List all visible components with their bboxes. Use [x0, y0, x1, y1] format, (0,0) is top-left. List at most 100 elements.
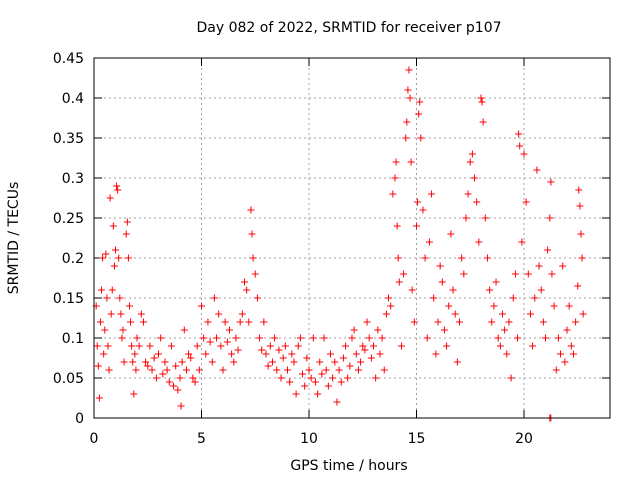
data-point — [402, 134, 410, 142]
data-point — [101, 326, 109, 334]
data-point — [466, 158, 474, 166]
data-point — [314, 390, 322, 398]
data-point — [264, 362, 272, 370]
data-point — [438, 278, 446, 286]
data-point — [516, 142, 524, 150]
data-point — [331, 358, 339, 366]
data-point — [346, 362, 354, 370]
data-point — [382, 310, 390, 318]
data-point — [515, 130, 523, 138]
x-tick-label: 5 — [197, 431, 206, 447]
data-point — [161, 358, 169, 366]
data-point — [537, 286, 545, 294]
y-tick-label: 0.3 — [62, 171, 84, 187]
data-point — [503, 350, 511, 358]
data-point — [195, 366, 203, 374]
data-point — [449, 286, 457, 294]
data-point — [200, 334, 208, 342]
data-point — [208, 358, 216, 366]
data-point — [202, 350, 210, 358]
data-point — [163, 366, 171, 374]
x-tick-label: 0 — [90, 431, 99, 447]
data-point — [414, 198, 422, 206]
data-point — [535, 262, 543, 270]
data-point — [109, 222, 117, 230]
data-point — [150, 354, 158, 362]
data-point — [131, 350, 139, 358]
data-point — [524, 270, 532, 278]
data-point — [416, 98, 424, 106]
data-point — [137, 310, 145, 318]
data-point — [155, 350, 162, 358]
data-point — [352, 350, 360, 358]
data-point — [380, 366, 388, 374]
data-point — [309, 334, 317, 342]
data-point — [477, 94, 485, 102]
data-point — [228, 350, 236, 358]
data-point — [266, 342, 274, 350]
data-point — [533, 166, 541, 174]
data-point — [118, 334, 126, 342]
data-point — [488, 318, 496, 326]
data-point — [114, 186, 122, 194]
data-point — [152, 374, 160, 382]
data-point — [148, 366, 156, 374]
data-point — [236, 318, 244, 326]
data-point — [460, 270, 468, 278]
data-point — [112, 246, 119, 254]
data-point — [563, 326, 571, 334]
data-point — [337, 378, 345, 386]
data-point — [271, 334, 279, 342]
data-point — [354, 366, 362, 374]
data-point — [376, 350, 384, 358]
chart-title: Day 082 of 2022, SRMTID for receiver p10… — [196, 20, 501, 36]
data-point — [322, 366, 330, 374]
x-tick-label: 20 — [515, 431, 533, 447]
data-point — [544, 246, 552, 254]
data-point — [130, 390, 138, 398]
data-point — [100, 350, 108, 358]
data-point — [132, 366, 140, 374]
data-point — [575, 186, 583, 194]
data-point — [108, 286, 116, 294]
data-point — [329, 374, 337, 382]
data-point — [320, 334, 328, 342]
data-point — [432, 350, 440, 358]
data-point — [520, 150, 528, 158]
data-point — [180, 326, 188, 334]
data-point — [294, 342, 302, 350]
data-point — [423, 334, 431, 342]
y-axis-ticks: 0 0.05 0.1 0.15 0.2 0.25 0.3 0.35 0.4 0.45 — [53, 51, 610, 427]
data-point — [434, 318, 442, 326]
data-point — [174, 386, 182, 394]
data-point — [565, 302, 573, 310]
data-point — [262, 350, 270, 358]
data-point — [550, 302, 558, 310]
data-point — [204, 318, 212, 326]
y-tick-label: 0.4 — [62, 91, 84, 107]
data-point — [124, 254, 132, 262]
data-point — [518, 238, 526, 246]
data-point — [436, 262, 444, 270]
data-point — [475, 238, 483, 246]
data-point — [542, 334, 549, 342]
data-point — [406, 94, 414, 102]
data-point — [122, 230, 130, 238]
data-point — [559, 262, 567, 270]
data-point — [105, 366, 113, 374]
data-point — [225, 326, 233, 334]
data-point — [511, 270, 519, 278]
grid-lines — [94, 58, 610, 418]
data-point — [167, 342, 175, 350]
data-point — [241, 278, 248, 286]
data-point — [370, 342, 377, 350]
data-point — [120, 358, 128, 366]
data-point — [253, 294, 261, 302]
data-point — [479, 118, 487, 126]
data-point — [486, 286, 494, 294]
data-point — [342, 342, 350, 350]
y-tick-label: 0.05 — [53, 371, 84, 387]
data-point — [499, 310, 506, 318]
data-point — [106, 194, 114, 202]
y-tick-label: 0 — [75, 411, 84, 427]
